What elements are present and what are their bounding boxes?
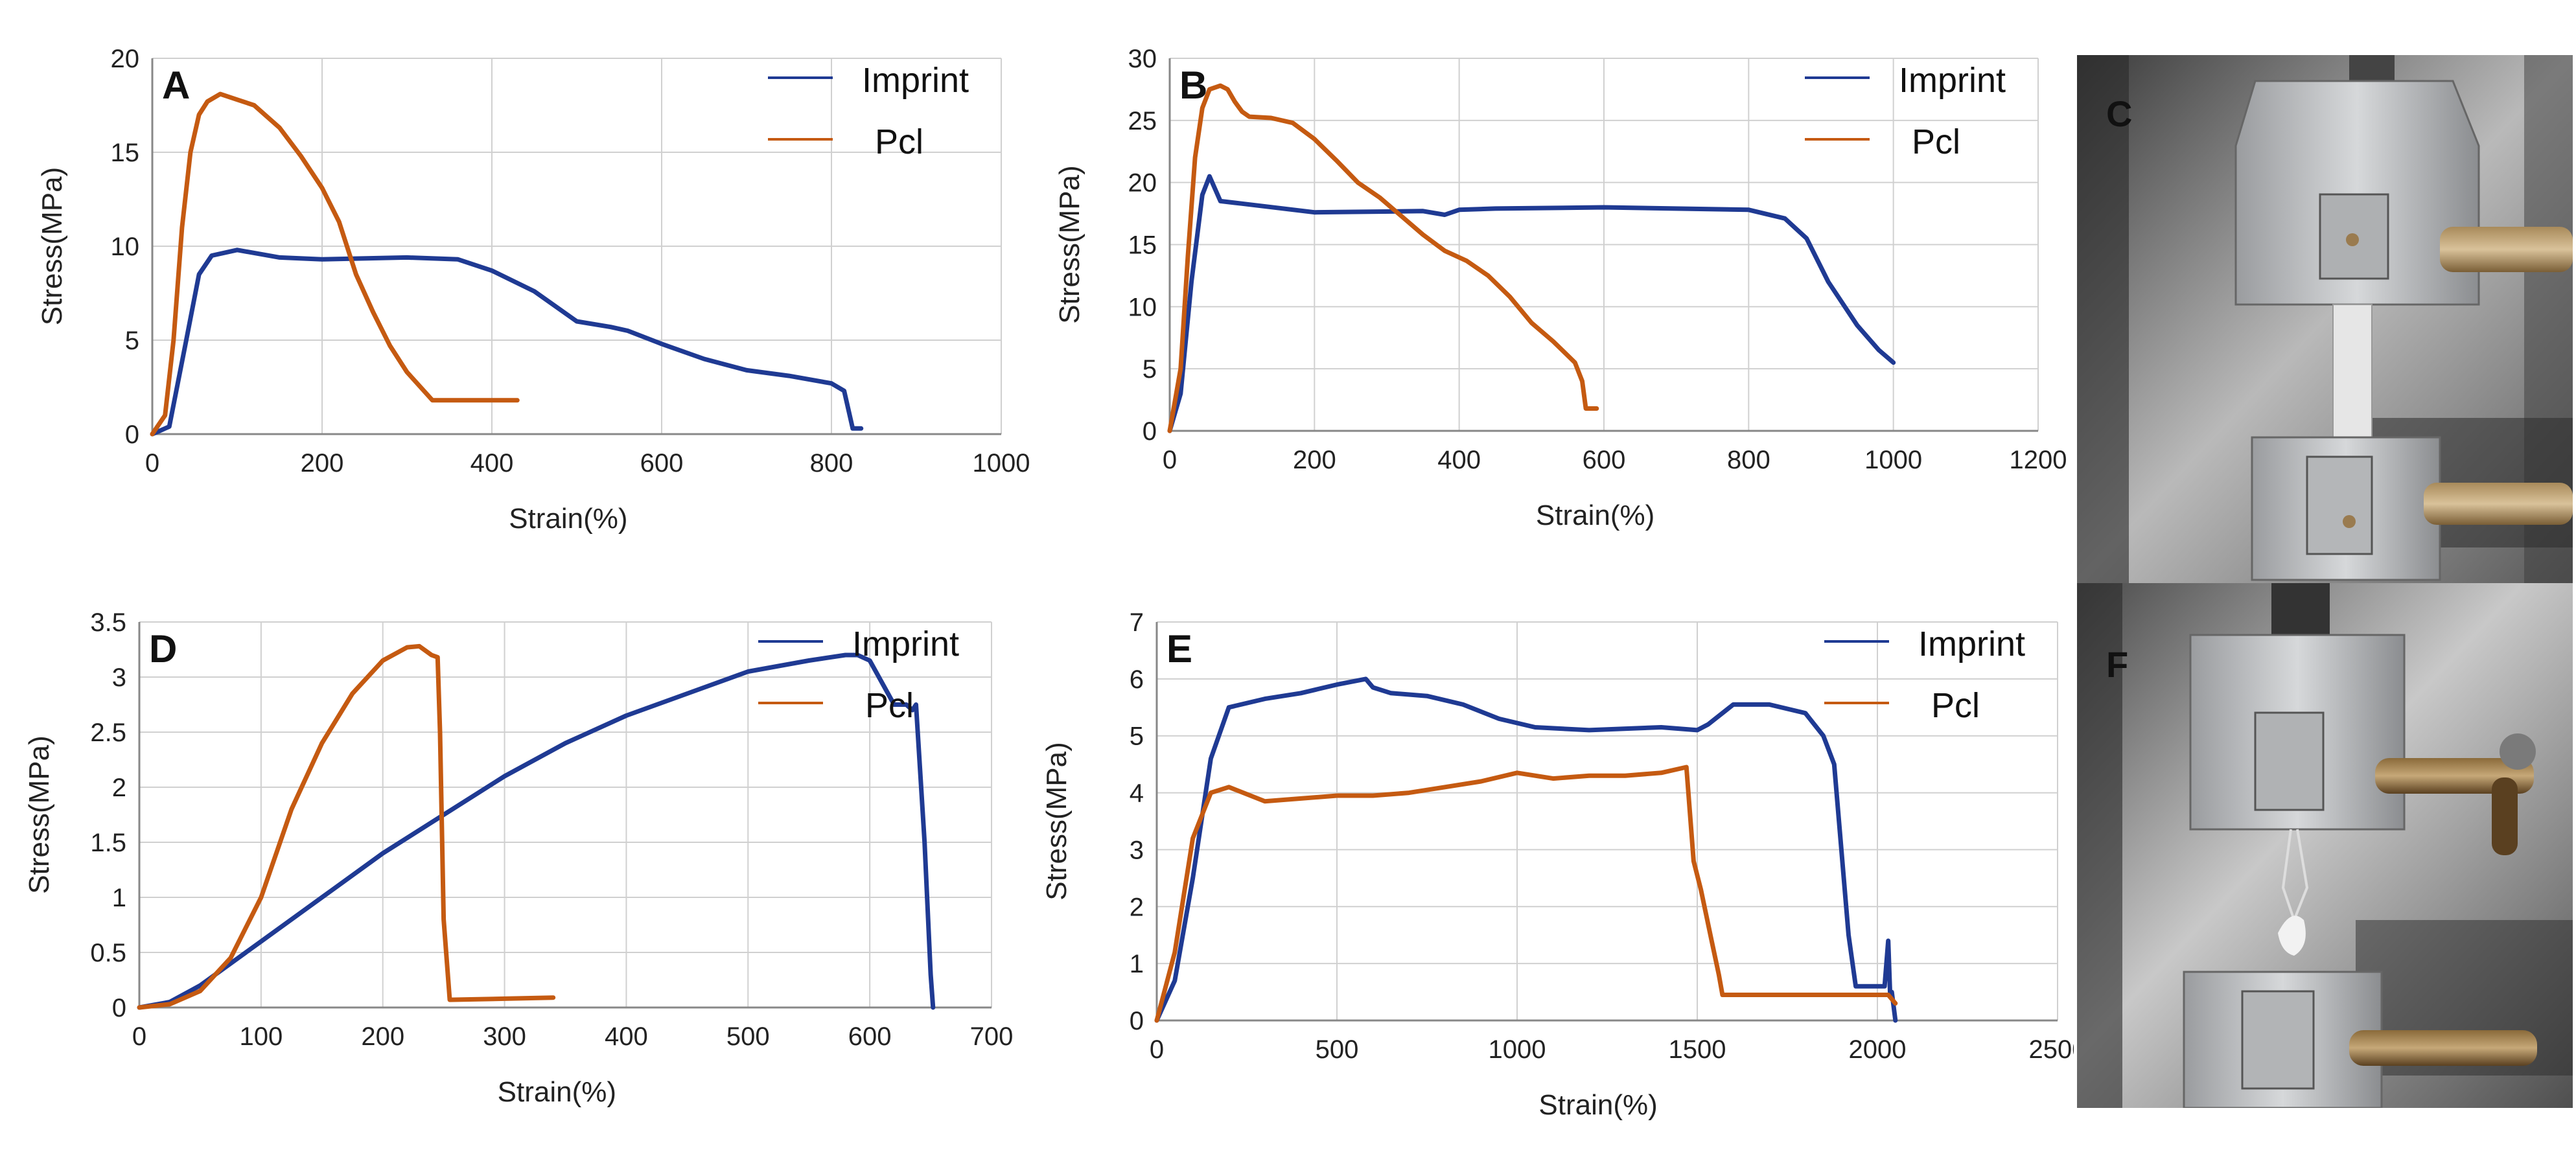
chart-d-y-tick-label: 2	[112, 774, 126, 802]
chart-b-y-tick-label: 20	[1128, 169, 1157, 198]
chart-b-y-tick-label: 25	[1128, 107, 1157, 135]
chart-d-y-tick-label: 1	[112, 884, 126, 912]
chart-b-x-tick-label: 0	[1163, 446, 1177, 474]
chart-a-y-tick-label: 10	[111, 233, 140, 261]
chart-d-y-axis-label: Stress(MPa)	[23, 735, 55, 893]
chart-d-panel-label: D	[149, 627, 177, 671]
chart-e-panel-label: E	[1166, 627, 1192, 671]
chart-b-y-tick-label: 30	[1128, 45, 1157, 73]
chart-e-legend-label-pcl: Pcl	[1931, 686, 1980, 725]
chart-d-series-line-pcl	[137, 643, 556, 1010]
chart-b-y-tick-label: 10	[1128, 293, 1157, 321]
chart-e-y-tick-label: 1	[1130, 950, 1144, 978]
chart-d-x-tick-label: 400	[605, 1022, 648, 1051]
chart-e-y-tick-label: 5	[1130, 722, 1144, 751]
photo-c-tensile-test-intact: C	[2077, 55, 2573, 583]
chart-b-y-axis-label: Stress(MPa)	[1054, 165, 1085, 323]
photo-f-illustration	[2077, 583, 2573, 1108]
chart-e-legend-label-imprint: Imprint	[1918, 625, 2025, 663]
photo-c-illustration	[2077, 55, 2573, 583]
chart-b-legend-label-imprint: Imprint	[1899, 61, 2006, 100]
panel-label-c: C	[2106, 93, 2132, 134]
chart-d-series-line-imprint	[137, 652, 936, 1010]
chart-d-x-tick-label: 0	[132, 1022, 146, 1051]
chart-a-x-tick-label: 800	[810, 449, 853, 478]
chart-b-x-tick-label: 1000	[1864, 446, 1922, 474]
chart-a-x-tick-label: 200	[301, 449, 344, 478]
chart-b-svg: 0 200 400 600 800 1000 1200 0 5 10 15 20 25 30 Strain(…	[1054, 45, 2067, 531]
chart-e-x-axis-label: Strain(%)	[1538, 1089, 1657, 1121]
chart-a-y-tick-label: 20	[111, 45, 140, 73]
chart-a-series-line-pcl	[150, 91, 520, 437]
chart-d-y-tick-label: 2.5	[90, 719, 126, 747]
chart-a-legend-label-pcl: Pcl	[875, 122, 923, 161]
chart-e-y-tick-label: 4	[1130, 779, 1144, 808]
chart-a-series-line-imprint	[150, 248, 864, 437]
chart-a-y-tick-label: 0	[125, 420, 139, 449]
chart-d-y-tick-label: 0	[112, 994, 126, 1022]
chart-d-x-tick-label: 200	[361, 1022, 404, 1051]
chart-b-series-line-pcl	[1167, 83, 1599, 433]
chart-d-legend-label-imprint: Imprint	[852, 625, 959, 663]
chart-a-x-tick-label: 1000	[973, 449, 1030, 478]
chart-d-legend-label-pcl: Pcl	[865, 686, 914, 725]
chart-d-x-tick-label: 100	[239, 1022, 283, 1051]
chart-b-x-tick-label: 200	[1293, 446, 1336, 474]
chart-e-x-tick-label: 500	[1316, 1035, 1359, 1064]
chart-b-panel-label: B	[1179, 63, 1207, 107]
chart-a-legend-label-imprint: Imprint	[862, 61, 969, 100]
chart-d-y-tick-label: 0.5	[90, 939, 126, 967]
chart-b-y-tick-label: 0	[1143, 417, 1157, 446]
chart-e-y-tick-label: 0	[1130, 1007, 1144, 1035]
chart-e-y-axis-label: Stress(MPa)	[1041, 742, 1073, 900]
chart-d-x-tick-label: 600	[848, 1022, 892, 1051]
chart-b-x-tick-label: 800	[1727, 446, 1770, 474]
chart-e-y-tick-label: 6	[1130, 665, 1144, 694]
chart-e-y-tick-label: 7	[1130, 608, 1144, 637]
chart-panel-a: 0 200 400 600 800 1000 0 5 10 15 20 Strain(%) Stress…	[0, 0, 1037, 570]
chart-b-x-tick-label: 600	[1583, 446, 1626, 474]
chart-d-svg: 0 100 200 300 400 500 600 700 0 0.5 1 1.5 2 2.5 3 3.5 St…	[23, 608, 1014, 1108]
chart-b-x-axis-label: Strain(%)	[1536, 500, 1654, 531]
chart-e-x-tick-label: 1500	[1669, 1035, 1726, 1064]
chart-e-series-line-pcl	[1154, 765, 1898, 1023]
chart-a-x-axis-label: Strain(%)	[509, 503, 627, 535]
chart-d-x-tick-label: 700	[970, 1022, 1014, 1051]
chart-d-y-tick-label: 1.5	[90, 829, 126, 857]
chart-b-legend-label-pcl: Pcl	[1912, 122, 1960, 161]
chart-b-x-tick-label: 1200	[2010, 446, 2067, 474]
chart-panel-d: 0 100 200 300 400 500 600 700 0 0.5 1 1.5 2 2.5 3 3.5 St…	[0, 583, 1037, 1160]
chart-a-panel-label: A	[162, 63, 190, 107]
chart-e-y-tick-label: 2	[1130, 893, 1144, 921]
chart-d-x-tick-label: 500	[726, 1022, 770, 1051]
chart-e-x-tick-label: 1000	[1489, 1035, 1546, 1064]
chart-e-y-tick-label: 3	[1130, 836, 1144, 864]
panel-label-f: F	[2106, 644, 2128, 685]
chart-d-x-tick-label: 300	[483, 1022, 526, 1051]
chart-b-y-tick-label: 5	[1143, 355, 1157, 384]
chart-d-x-axis-label: Strain(%)	[498, 1076, 616, 1108]
chart-a-y-axis-label: Stress(MPa)	[36, 167, 68, 325]
chart-e-series-line-imprint	[1154, 676, 1898, 1023]
chart-a-y-tick-label: 5	[125, 327, 139, 355]
photo-f-tensile-test-fractured: F	[2077, 583, 2573, 1108]
chart-a-x-tick-label: 400	[470, 449, 514, 478]
chart-d-y-tick-label: 3	[112, 663, 126, 692]
chart-b-x-tick-label: 400	[1437, 446, 1481, 474]
chart-b-y-tick-label: 15	[1128, 231, 1157, 260]
chart-a-x-tick-label: 0	[145, 449, 159, 478]
chart-a-svg: 0 200 400 600 800 1000 0 5 10 15 20 Strain(%) Stress…	[36, 45, 1030, 535]
chart-e-x-tick-label: 2000	[1849, 1035, 1907, 1064]
chart-d-y-tick-label: 3.5	[90, 608, 126, 637]
chart-a-x-tick-label: 600	[640, 449, 684, 478]
chart-panel-b: 0 200 400 600 800 1000 1200 0 5 10 15 20 25 30 Strain(…	[1037, 0, 2074, 570]
chart-b-series-line-imprint	[1167, 174, 1896, 433]
chart-e-x-tick-label: 0	[1150, 1035, 1164, 1064]
chart-a-y-tick-label: 15	[111, 139, 140, 167]
